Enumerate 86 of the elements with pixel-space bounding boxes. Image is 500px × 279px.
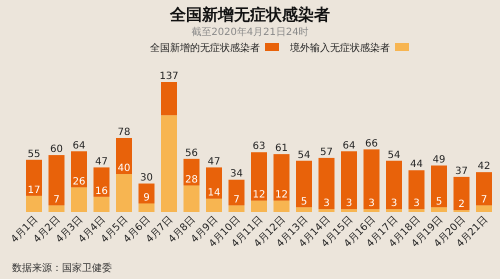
bar — [408, 209, 424, 212]
data-label: 3 — [368, 198, 375, 210]
bar — [26, 160, 42, 196]
bar — [71, 187, 87, 212]
data-label: 14 — [208, 188, 220, 199]
total-label: 56 — [185, 148, 198, 159]
bar — [431, 166, 447, 208]
data-label: 7 — [53, 194, 60, 206]
data-label: 7 — [233, 194, 240, 206]
data-label: 7 — [480, 194, 488, 206]
data-label: 26 — [72, 176, 86, 188]
legend-label: 境外输入无症状感染者 — [289, 42, 390, 54]
total-label: 37 — [455, 166, 468, 177]
bar — [318, 209, 334, 212]
total-label: 49 — [432, 154, 446, 166]
data-label: 5 — [436, 196, 442, 208]
legend-label: 全国新增的无症状感染者 — [150, 42, 260, 54]
bar — [364, 209, 380, 212]
data-label: 5 — [300, 196, 308, 208]
total-label: 61 — [275, 143, 288, 154]
data-label: 40 — [118, 163, 130, 174]
total-label: 64 — [72, 140, 86, 152]
data-label: 3 — [323, 198, 330, 210]
bar — [161, 82, 177, 116]
bar — [116, 174, 132, 212]
bar — [48, 205, 64, 212]
total-label: 42 — [478, 161, 490, 172]
bar — [94, 167, 110, 197]
data-label: 12 — [252, 190, 266, 201]
total-label: 64 — [342, 140, 356, 152]
data-label: 2 — [458, 199, 465, 210]
bar — [206, 167, 222, 199]
bar — [274, 154, 290, 201]
bar — [94, 196, 110, 212]
total-label: 57 — [320, 146, 333, 158]
source-note: 数据来源：国家卫健委 — [12, 262, 112, 274]
chart-subtitle: 截至2020年4月21日24时 — [191, 26, 309, 38]
total-label: 137 — [159, 71, 179, 82]
bar — [386, 209, 402, 212]
total-label: 47 — [208, 156, 220, 168]
bar — [26, 196, 42, 212]
data-label: 3 — [346, 198, 352, 210]
total-label: 60 — [50, 144, 63, 156]
bar — [364, 149, 380, 210]
total-label: 30 — [140, 172, 153, 184]
total-label: 44 — [410, 159, 423, 170]
bar — [476, 205, 492, 212]
bar — [431, 207, 447, 212]
bar — [138, 203, 154, 212]
data-label: 28 — [185, 174, 198, 186]
bar — [296, 160, 312, 208]
bar — [116, 138, 132, 174]
data-label: 16 — [95, 186, 108, 197]
bar — [341, 151, 357, 210]
total-label: 55 — [28, 148, 40, 160]
bar — [476, 172, 492, 206]
total-label: 54 — [298, 150, 310, 161]
bar — [228, 180, 244, 206]
chart-title: 全国新增无症状感染者 — [169, 5, 330, 24]
total-label: 63 — [252, 141, 266, 152]
bar — [454, 176, 470, 210]
data-label: 3 — [413, 198, 420, 210]
bar — [206, 198, 222, 212]
bar — [161, 115, 177, 212]
data-label: 3 — [390, 198, 398, 210]
total-label: 66 — [365, 138, 378, 150]
bar — [251, 152, 267, 201]
bar — [251, 200, 267, 212]
bar — [386, 160, 402, 210]
data-label: 9 — [143, 192, 150, 204]
bar — [184, 185, 200, 212]
bar — [318, 158, 334, 210]
total-label: 47 — [95, 156, 108, 168]
total-label: 54 — [388, 150, 400, 161]
total-label: 34 — [230, 168, 243, 180]
bar — [296, 207, 312, 212]
bar — [138, 184, 154, 204]
bar — [274, 200, 290, 212]
bar — [341, 209, 357, 212]
bar — [228, 205, 244, 212]
data-label: 12 — [275, 190, 288, 201]
data-label: 17 — [28, 184, 40, 196]
bar — [48, 155, 64, 206]
bar — [408, 170, 424, 210]
bar — [71, 151, 87, 188]
total-label: 78 — [118, 126, 130, 138]
